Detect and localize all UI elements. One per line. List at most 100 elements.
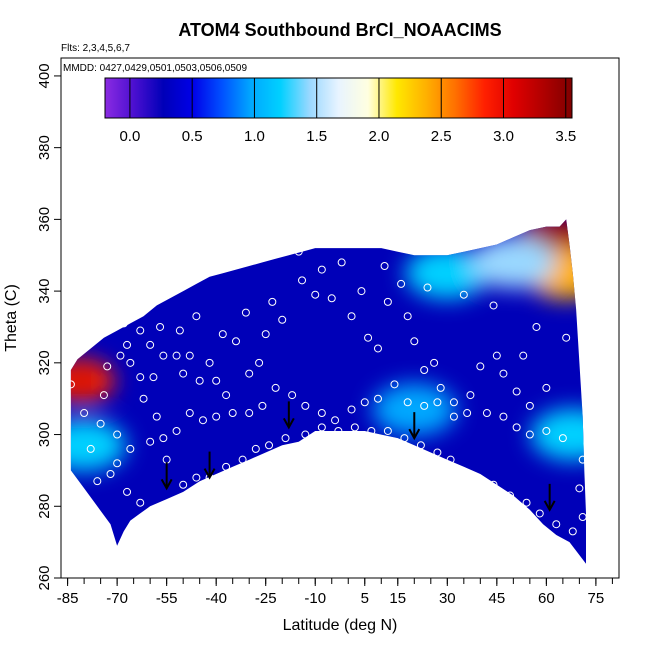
sample-point [301, 401, 310, 410]
sample-point [241, 308, 250, 317]
sample-point [416, 441, 425, 450]
sample-point [136, 326, 145, 335]
x-tick-label: -25 [255, 590, 277, 607]
sample-point [506, 491, 515, 500]
sample-point [410, 337, 419, 346]
sample-point [373, 394, 382, 403]
colorbar-tick-label: 0.0 [119, 128, 140, 145]
sample-point [301, 430, 310, 439]
sample-point [175, 326, 184, 335]
sample-point [463, 409, 472, 418]
hotspot-4 [405, 247, 490, 300]
colorbar-tick-label: 1.5 [306, 128, 327, 145]
colorbar-tick-label: 3.0 [493, 128, 514, 145]
plot-area: MMDD: 0427,0429,0501,0503,0506,0509 0.0 0… [60, 57, 620, 579]
sample-point [522, 498, 531, 507]
x-tick-label: -10 [304, 590, 326, 607]
sample-point [578, 455, 587, 464]
sample-point [96, 419, 105, 428]
colorbar-tick-label: 1.0 [244, 128, 265, 145]
colorbar-tick-label: 0.5 [182, 128, 203, 145]
sample-point [123, 487, 132, 496]
sample-point [400, 434, 409, 443]
x-tick-label: 30 [439, 590, 456, 607]
sample-point [449, 412, 458, 421]
sample-point [347, 405, 356, 414]
sample-point [519, 351, 528, 360]
sample-point [99, 391, 108, 400]
sample-point [281, 434, 290, 443]
sample-point [212, 376, 221, 385]
sample-point [327, 294, 336, 303]
dates-annotation: MMDD: 0427,0429,0501,0503,0506,0509 [63, 63, 247, 74]
sample-point [459, 290, 468, 299]
sample-point [136, 498, 145, 507]
sample-point [459, 470, 468, 478]
flight-arrows [160, 401, 556, 512]
sample-point [212, 412, 221, 421]
x-axis-label: Latitude (deg N) [283, 617, 398, 634]
sample-point [132, 294, 141, 303]
x-tick-label: -85 [57, 590, 79, 607]
hotspot-3 [372, 383, 457, 436]
sample-point [261, 330, 270, 339]
sample-point [383, 426, 392, 435]
sample-point [152, 412, 161, 421]
sample-point [195, 376, 204, 385]
sample-point [116, 351, 125, 360]
sample-point [552, 520, 561, 529]
sample-point [499, 412, 508, 421]
y-tick-label: 360 [36, 207, 53, 232]
sample-point [397, 279, 406, 288]
hotspot-core-1 [538, 228, 567, 247]
flight-arrow [160, 462, 173, 491]
sample-point [380, 262, 389, 270]
sample-point [185, 409, 194, 418]
sample-point [123, 340, 132, 349]
sample-point [466, 391, 475, 400]
colorbar-tick-label: 2.0 [369, 128, 390, 145]
sample-point [149, 373, 158, 382]
sample-point [159, 351, 168, 360]
sample-point [311, 290, 320, 299]
sample-point [373, 344, 382, 353]
hotspot-7 [70, 419, 127, 472]
sample-point [218, 330, 227, 339]
sample-point [192, 312, 201, 321]
sample-point [136, 373, 145, 382]
sample-point [367, 426, 376, 435]
sample-point [245, 409, 254, 418]
sample-point [436, 383, 445, 392]
sample-point [317, 265, 326, 274]
sample-point [298, 276, 307, 285]
sample-point [403, 312, 412, 321]
sample-point [331, 416, 340, 425]
sample-point [578, 513, 587, 522]
sample-point [337, 258, 346, 267]
sample-point [364, 333, 373, 342]
sample-point [446, 455, 455, 464]
sample-point [185, 351, 194, 360]
sample-point [146, 340, 155, 349]
y-tick-label: 280 [36, 494, 53, 519]
sample-point [347, 312, 356, 321]
sample-point [535, 509, 544, 518]
sample-point [179, 480, 188, 489]
y-tick-label: 340 [36, 279, 53, 304]
sample-point [357, 287, 366, 296]
x-tick-label: 45 [488, 590, 505, 607]
sample-point [205, 358, 214, 367]
flight-arrow [408, 412, 421, 441]
colorbar-tick-label: 2.5 [431, 128, 452, 145]
sample-point [317, 423, 326, 432]
x-tick-label: 5 [361, 590, 369, 607]
sample-point [430, 358, 439, 367]
y-axis-label: Theta (C) [3, 284, 20, 352]
sample-point [482, 409, 491, 418]
sample-point [139, 394, 148, 403]
sample-point [489, 480, 498, 489]
flight-arrow [203, 451, 216, 480]
sample-point [499, 369, 508, 378]
sample-point [568, 527, 577, 536]
sample-point [512, 423, 521, 432]
